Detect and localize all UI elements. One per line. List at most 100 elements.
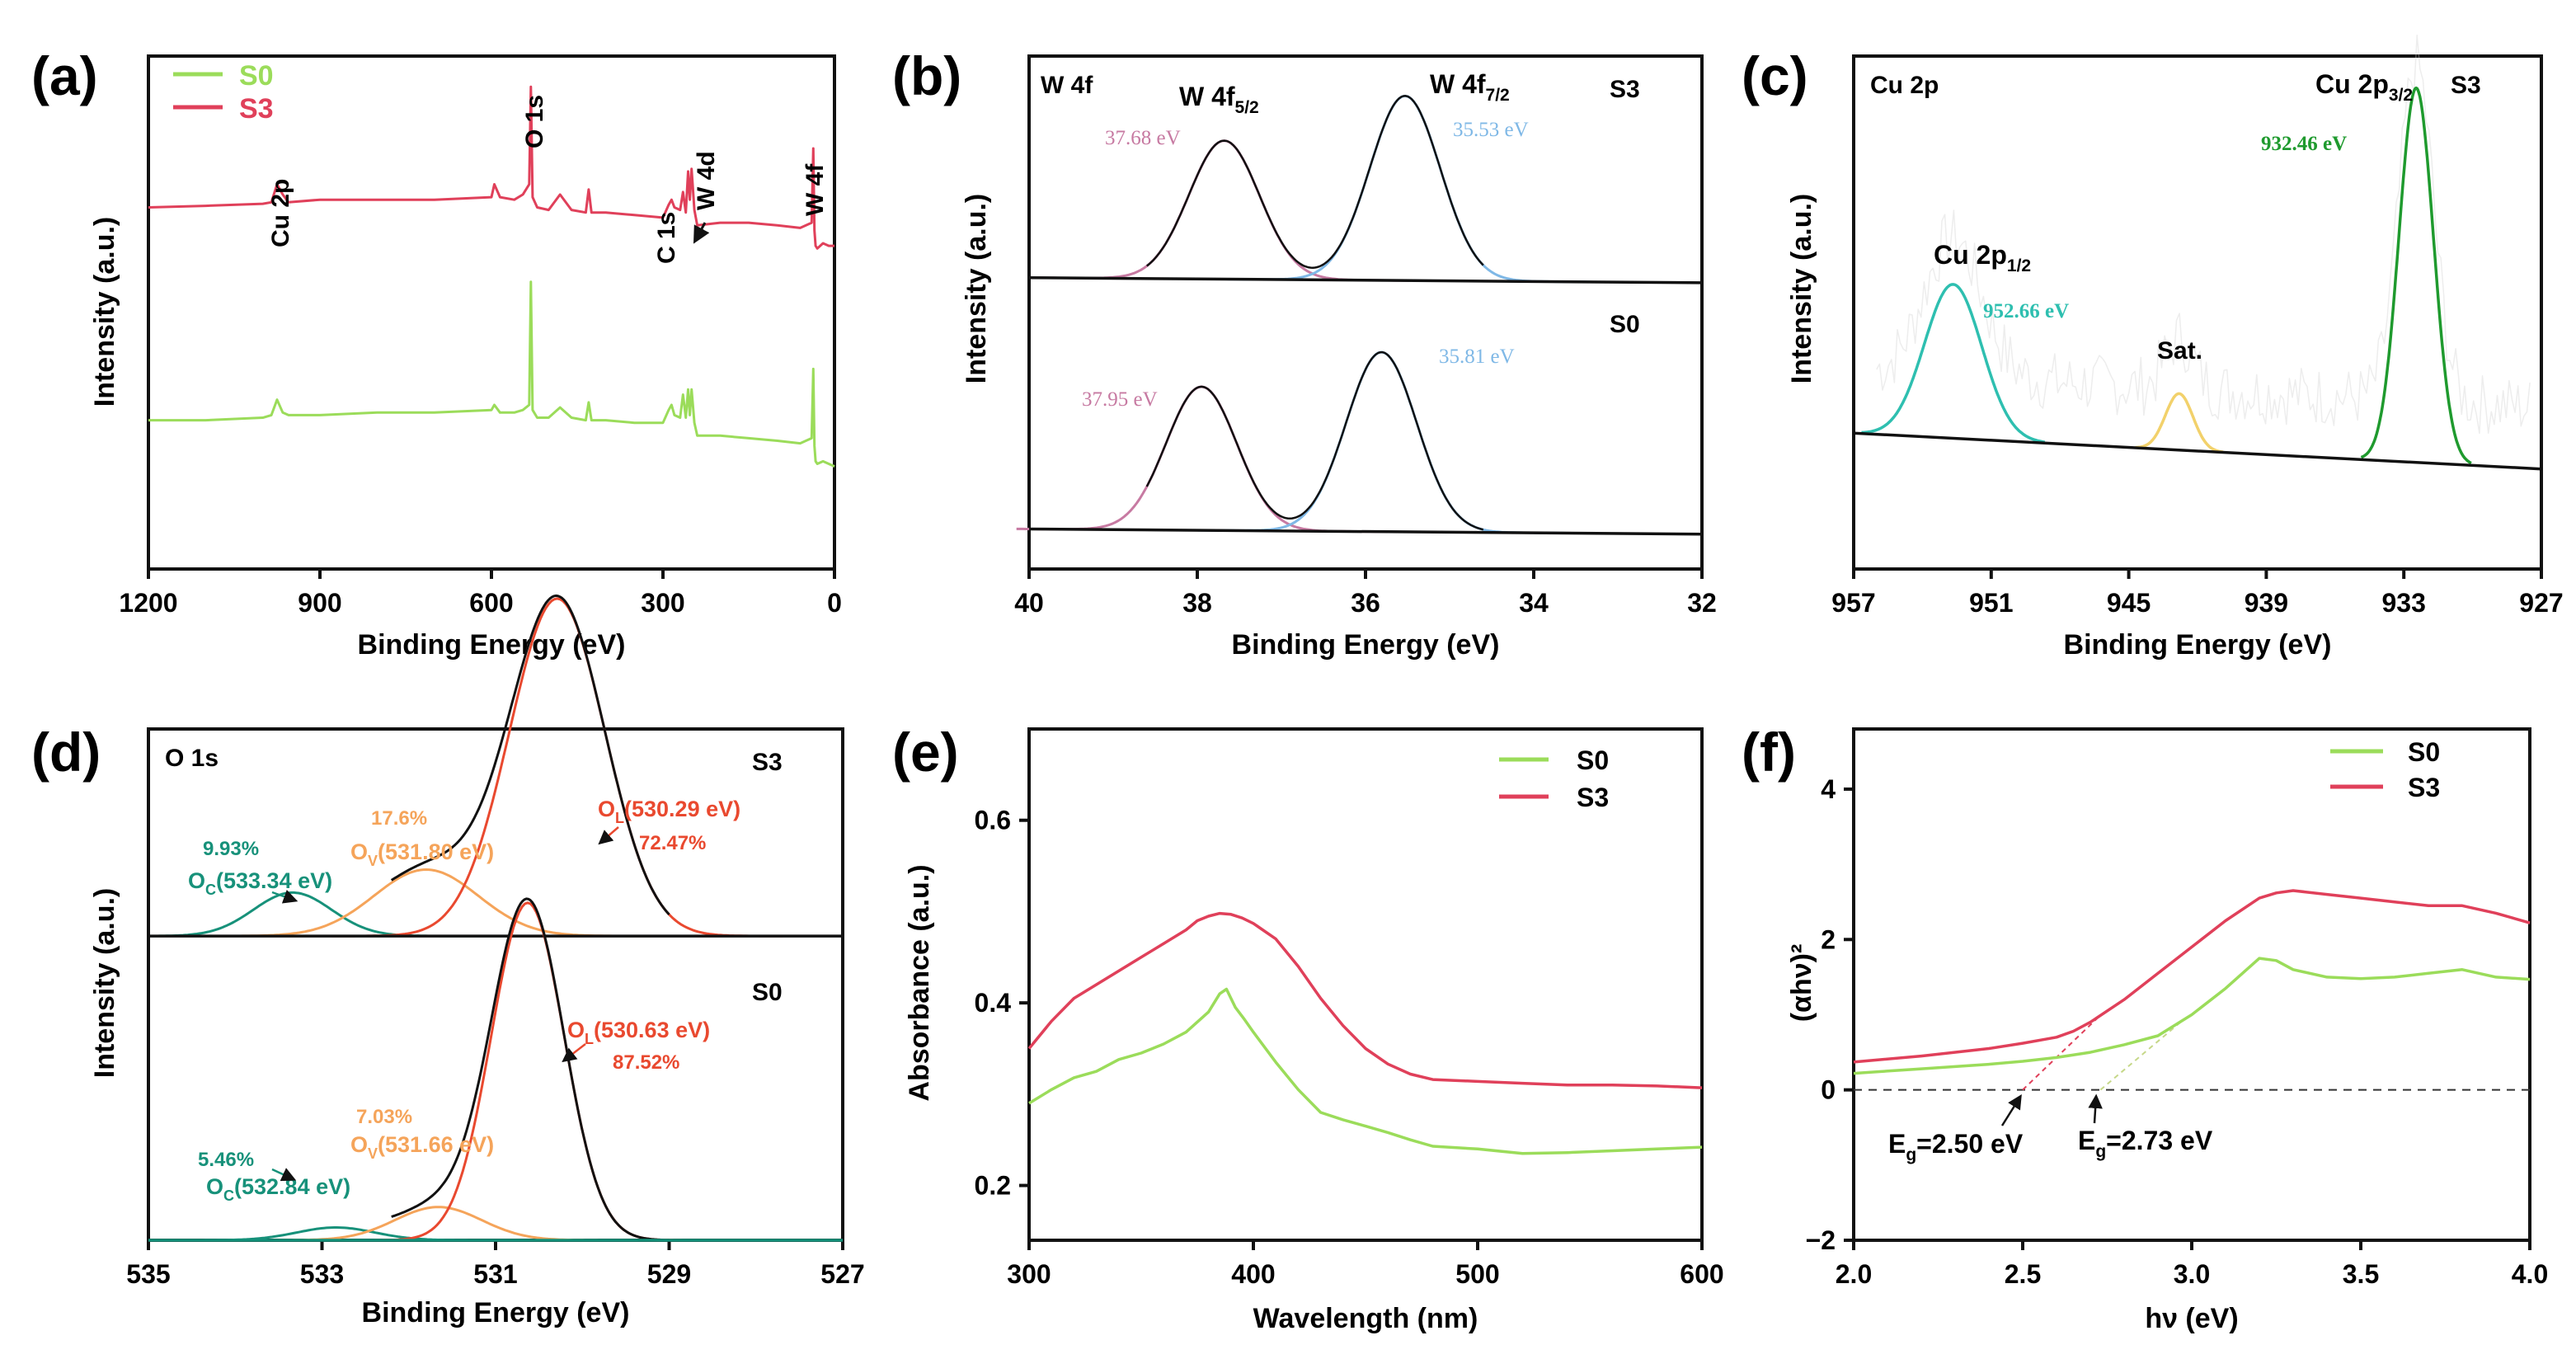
panel-e-frame [1027,727,1704,1242]
panel-f-y-label: (αhν)² [1786,944,1817,1023]
eg-arrow-250 [2000,1094,2022,1126]
component-s3-oc [148,891,519,938]
x-tick-label: 527 [820,1259,864,1289]
peak-fit-s3 [1039,139,1409,282]
peak-fit-s0 [1196,350,1567,534]
peak-title-base: W 4f [1179,82,1235,111]
x-tick-label: 1200 [119,588,177,618]
eg-sub: g [1906,1145,1916,1164]
peak-title-base: W 4f [1430,69,1486,99]
component-s3-ol [331,597,783,938]
x-tick-label: 529 [647,1259,691,1289]
label-s0-ol: OL(530.63 eV) [567,1018,710,1047]
annotation-w-4f: W 4f [801,163,829,216]
x-tick-label: 300 [641,588,684,618]
envelope-s0 [391,897,670,1242]
x-tick-label: 900 [298,588,341,618]
x-tick-label: 4.0 [2512,1259,2548,1289]
envelope-s3 [390,594,670,915]
x-tick-label: 2.0 [1836,1259,1872,1289]
x-tick-label: 600 [469,588,513,618]
panel-c-peak-title-cu2p12: Cu 2p1/2 [1934,240,2031,275]
label-value: (530.29 eV) [624,797,740,821]
x-tick-label: 927 [2519,588,2563,618]
panel-c-series [1853,86,2542,471]
series-line-s0 [1853,957,2531,1075]
panel-c-x-ticks: 957 951 945 939 933 927 [1831,569,2564,618]
eg-base: E [2078,1126,2095,1155]
eg-label-273: Eg=2.73 eV [2078,1126,2213,1161]
panel-d-x-ticks: 535 533 531 529 527 [126,1240,865,1289]
panel-b-value-3581: 35.81 eV [1439,346,1515,368]
panel-c-y-label: Intensity (a.u.) [1786,194,1817,383]
panel-letter-f: (f) [1742,722,1796,783]
legend-label-s0: S0 [1577,745,1609,775]
label-sub: V [368,1145,378,1162]
label-s0-oc: OC(532.84 eV) [206,1174,350,1204]
x-tick-label: 2.5 [2005,1259,2041,1289]
panel-c-value-95266: 952.66 eV [1983,300,2069,322]
panel-d-y-label: Intensity (a.u.) [89,888,120,1078]
x-tick-label: 951 [1969,588,2013,618]
panel-d-series [148,594,843,1242]
x-tick-label: 300 [1007,1259,1051,1289]
legend-label-s3: S3 [2408,773,2440,802]
x-tick-label: 533 [300,1259,344,1289]
peak-title-base: Cu 2p [1934,240,2007,270]
panel-c-x-label: Binding Energy (eV) [2064,629,2332,661]
x-tick-label: 3.5 [2343,1259,2379,1289]
panel-b-sample-s3: S3 [1610,76,1640,103]
x-tick-label: 32 [1687,588,1717,618]
peak-title-sub: 5/2 [1235,98,1259,117]
label-s3-ol-percent: 72.47% [639,832,706,854]
y-tick-label: −2 [1806,1225,1836,1255]
panel-b-header: W 4f [1041,72,1093,99]
annotation-w-4d-arrow [693,222,710,244]
raw-noise [1876,35,2531,435]
label-s0-ov: OV(531.66 eV) [350,1132,494,1162]
panel-b-x-label: Binding Energy (eV) [1232,629,1500,661]
panel-c-peak-title-cu2p32: Cu 2p3/2 [2315,69,2413,105]
panel-e-legend: S0 S3 [1499,745,1609,812]
panel-c-noise [1876,35,2531,435]
panel-b-value-3553: 35.53 eV [1453,119,1529,141]
annotation-w-4d: W 4d [693,151,720,210]
peak-fit-0 [1861,283,2046,444]
peak-fit-s3 [1220,94,1591,284]
eg-value: =2.73 eV [2106,1126,2213,1155]
panel-b-x-ticks: 40 38 36 34 32 [1014,569,1717,618]
panel-b-y-label: Intensity (a.u.) [961,194,992,383]
eg-base: E [1888,1129,1906,1159]
label-base: O [188,868,205,893]
label-sub: C [205,882,216,898]
legend-label-s0: S0 [2408,737,2440,767]
panel-letter-e: (e) [892,722,959,783]
panel-c-peak-title-sat: Sat. [2157,337,2202,364]
x-tick-label: 957 [1831,588,1875,618]
tangent-0 [2022,1018,2098,1091]
panel-e-series [1027,911,1703,1155]
component-s0-ol [302,901,754,1242]
panel-a-x-ticks: 1200 900 600 300 0 [119,569,842,618]
arrow-s3-oc [271,890,298,904]
label-base: O [567,1018,585,1042]
panel-e-ticks: 300 400 500 600 0.2 0.4 0.6 [975,806,1724,1289]
label-s3-ov: OV(531.80 eV) [350,839,494,869]
annotation-c-1s: C 1s [653,212,680,264]
x-tick-label: 600 [1680,1259,1723,1289]
label-s0-ov-percent: 7.03% [356,1106,412,1128]
baseline [1853,431,2542,471]
peak-fit-2 [2360,86,2472,465]
panel-letter-a: (a) [31,45,98,106]
peak-title-sub: 7/2 [1486,86,1510,105]
peak-title-sub: 3/2 [2389,86,2413,105]
arrow-s0-oc [271,1168,297,1182]
panel-letter-c: (c) [1742,45,1808,106]
label-value: (531.66 eV) [378,1132,494,1157]
panel-f-series [1853,889,2531,1091]
panel-a-survey-spectrum: 1200 900 600 300 0 S0 S3 Cu 2p O 1s C 1s W 4… [89,54,842,661]
panel-b-value-3768: 37.68 eV [1105,127,1181,149]
label-s0-oc-percent: 5.46% [198,1149,254,1171]
y-tick-label: 0.2 [975,1171,1011,1201]
